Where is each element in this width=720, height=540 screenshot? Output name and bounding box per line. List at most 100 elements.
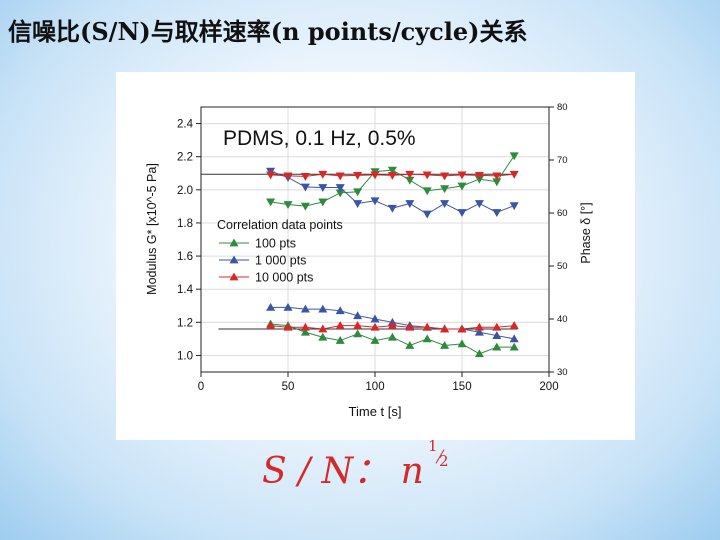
- series-10000pts-modulus-point: [509, 321, 519, 329]
- series-100pts-modulus-point: [457, 339, 467, 348]
- y-tick-label: 1.8: [177, 218, 193, 230]
- series-10000pts-phase-point: [474, 171, 484, 180]
- legend: Correlation data points 100 pts 1 000 pts…: [217, 218, 343, 285]
- y-right-tick-label: 60: [557, 208, 568, 219]
- series-1000pts-phase-point: [474, 200, 484, 208]
- slide-title: 信噪比(S/N)与取样速率(n points/cycle)关系: [8, 17, 528, 46]
- y-right-tick-label: 50: [557, 261, 568, 272]
- chart-panel: 0 50 100 150 200 1.0 1.2 1.4 1.6 1.8 2.0 2.2 2.4 30 40…: [116, 72, 635, 440]
- series-100pts-phase-point: [335, 189, 345, 198]
- legend-marker: [229, 272, 239, 281]
- series-10000pts-modulus-point: [300, 322, 310, 331]
- series-1000pts-phase-point: [492, 209, 502, 217]
- y-tick-label: 1.6: [177, 251, 193, 263]
- series-1000pts-phase-point: [509, 202, 519, 211]
- legend-title: Correlation data points: [217, 218, 343, 232]
- y-right-tick-label: 80: [557, 102, 568, 113]
- series-100pts-phase-point: [283, 201, 293, 210]
- series-100pts-modulus-point: [509, 342, 519, 351]
- series-100pts-phase-point: [405, 176, 415, 185]
- series-100pts-modulus-point: [440, 341, 450, 349]
- series-10000pts-modulus-point: [318, 324, 328, 333]
- series-1000pts-modulus-point: [283, 302, 293, 311]
- series-100pts-phase-point: [300, 202, 310, 211]
- series-1000pts-phase-point: [422, 210, 432, 219]
- series-10000pts-phase-point: [405, 170, 415, 179]
- series-1000pts-phase-point: [335, 184, 345, 193]
- y-tick-label: 2.2: [177, 152, 193, 164]
- y-axis-label: Modulus G* [x10^-5 Pa]: [145, 163, 159, 295]
- series-100pts-modulus-point: [387, 332, 397, 341]
- legend-label: 100 pts: [255, 237, 296, 251]
- x-tick-label: 100: [365, 381, 384, 393]
- formula-exponent: 1 2: [427, 437, 449, 472]
- series-1000pts-modulus-point: [492, 331, 502, 339]
- series-1000pts-modulus-point: [353, 311, 363, 320]
- series-100pts-modulus-point: [474, 349, 484, 358]
- chart-title: PDMS, 0.1 Hz, 0.5%: [223, 127, 416, 150]
- series-1000pts-phase-point: [440, 200, 450, 208]
- legend-label: 10 000 pts: [255, 271, 313, 285]
- y-tick-label: 2.0: [177, 185, 193, 197]
- series-100pts-modulus-point: [318, 332, 328, 341]
- series-100pts-phase-point: [492, 178, 502, 187]
- series-100pts-phase-point: [440, 185, 450, 194]
- y-right-tick-label: 40: [557, 314, 568, 325]
- series-10000pts-phase-point: [492, 172, 502, 181]
- series-100pts-phase-point: [387, 166, 397, 175]
- series-10000pts-phase-point: [266, 171, 276, 180]
- series-10000pts-phase-point: [335, 172, 345, 181]
- series-10000pts-modulus-point: [474, 322, 484, 331]
- series-1000pts-phase-point: [370, 197, 380, 206]
- legend-label: 1 000 pts: [255, 254, 306, 268]
- series-100pts-modulus-point: [422, 334, 432, 343]
- y-right-tick-label: 70: [557, 155, 568, 166]
- series-100pts-modulus-point: [335, 336, 345, 344]
- x-tick-label: 50: [282, 381, 295, 393]
- series-10000pts-modulus-point: [440, 324, 450, 333]
- series-1000pts-phase-point: [353, 200, 363, 208]
- series-1000pts-modulus-point: [318, 304, 328, 313]
- series-10000pts-phase-point: [300, 173, 310, 181]
- formula-exponent-denominator: 2: [439, 452, 449, 470]
- series-10000pts-modulus-point: [370, 322, 380, 331]
- series-1000pts-phase-point: [300, 183, 310, 192]
- y-tick-label: 1.4: [177, 284, 194, 296]
- series-layer: [266, 152, 519, 358]
- series-1000pts-phase-point: [387, 204, 397, 213]
- axis-layer: 0 50 100 150 200 1.0 1.2 1.4 1.6 1.8 2.0 2.2 2.4 30 40…: [177, 102, 568, 393]
- series-100pts-phase-line: [270, 155, 515, 207]
- series-10000pts-modulus-point: [492, 322, 502, 331]
- series-10000pts-modulus-point: [266, 321, 276, 329]
- x-axis-label: Time t [s]: [349, 404, 402, 419]
- series-1000pts-modulus-point: [509, 334, 519, 343]
- series-1000pts-modulus-point: [335, 306, 345, 315]
- chart: 0 50 100 150 200 1.0 1.2 1.4 1.6 1.8 2.0 2.2 2.4 30 40…: [145, 102, 593, 419]
- series-10000pts-phase-point: [509, 170, 519, 179]
- legend-items: 100 pts 1 000 pts 10 000 pts: [219, 237, 313, 285]
- series-10000pts-phase-point: [457, 171, 467, 180]
- series-100pts-modulus-point: [492, 342, 502, 351]
- series-100pts-modulus-point: [300, 327, 310, 336]
- formula-main: S / N： n: [262, 451, 424, 492]
- legend-marker: [229, 255, 239, 264]
- y-tick-label: 1.0: [177, 350, 193, 362]
- series-10000pts-phase-point: [353, 171, 363, 180]
- formula-exponent-numerator: 1: [428, 437, 438, 455]
- x-tick-label: 200: [539, 381, 558, 393]
- series-10000pts-phase-point: [422, 171, 432, 180]
- x-tick-label: 150: [452, 381, 471, 393]
- series-10000pts-phase-point: [318, 170, 328, 179]
- series-100pts-phase-point: [318, 198, 328, 207]
- series-1000pts-phase-point: [405, 200, 415, 208]
- y-right-tick-label: 30: [557, 367, 568, 378]
- series-100pts-phase-point: [266, 198, 276, 207]
- series-10000pts-modulus-point: [422, 322, 432, 331]
- series-10000pts-modulus-point: [405, 322, 415, 331]
- series-100pts-modulus-point: [353, 329, 363, 338]
- series-1000pts-modulus-point: [300, 304, 310, 313]
- x-tick-label: 0: [198, 381, 204, 393]
- y-tick-label: 2.4: [177, 119, 194, 131]
- series-100pts-phase-point: [422, 187, 432, 196]
- series-100pts-phase-point: [353, 188, 363, 197]
